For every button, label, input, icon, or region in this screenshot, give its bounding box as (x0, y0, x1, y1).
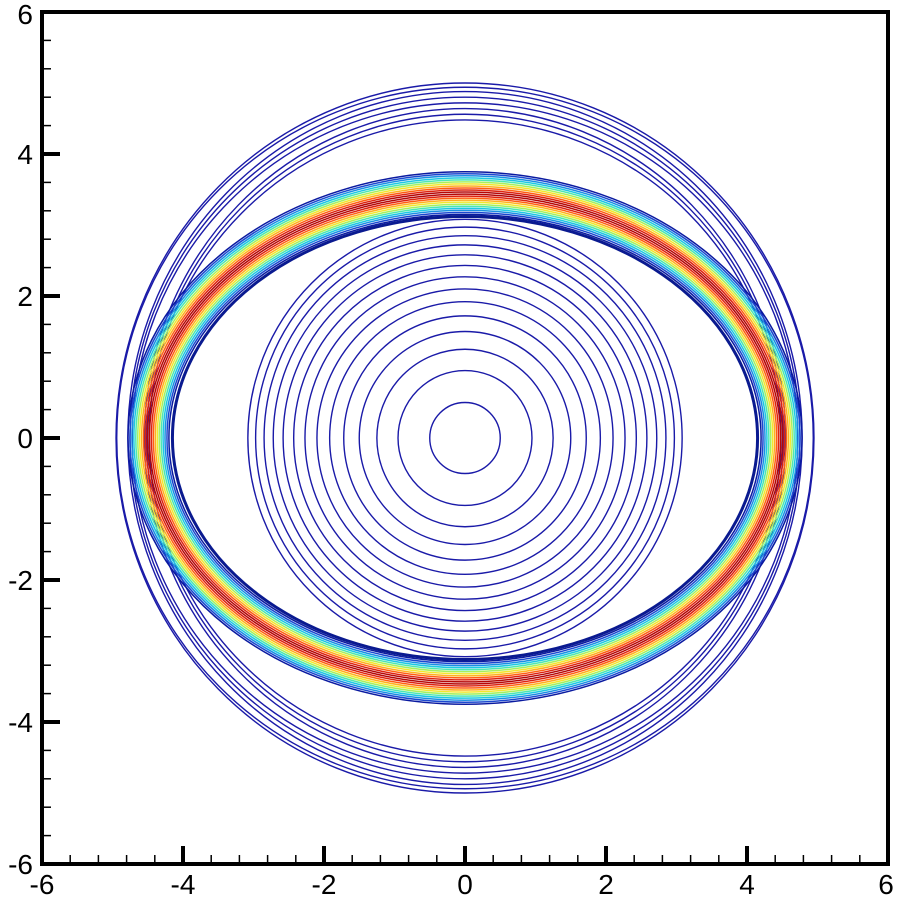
outer-contour-1 (146, 113, 784, 763)
ring-contour-14 (140, 185, 790, 691)
outer-contour-2 (143, 107, 787, 769)
interior-contour-0 (429, 401, 501, 475)
x-tick-label: 6 (878, 869, 894, 900)
interior-contour-3 (358, 330, 572, 546)
interior-contour-4 (343, 315, 587, 561)
outer-contour-3 (131, 102, 799, 774)
ring-contour-20 (129, 173, 801, 703)
interior-contour-9 (282, 254, 648, 622)
x-tick-label: 4 (739, 869, 755, 900)
x-tick-label: -4 (171, 869, 196, 900)
y-tick-label: -4 (8, 707, 33, 738)
ring-contour-9 (150, 195, 780, 681)
ring-contour-0 (168, 213, 762, 663)
ring-contour-5 (158, 203, 772, 673)
interior-contour-7 (304, 276, 626, 600)
ring-contour-18 (133, 177, 797, 699)
interior-contour-1 (397, 369, 533, 507)
ring-contour-6 (156, 201, 774, 675)
ring-contour-19 (131, 175, 799, 701)
interior-contour-5 (328, 300, 602, 576)
y-tick-label: -2 (8, 565, 33, 596)
y-tick-label: 0 (17, 423, 33, 454)
tick-labels: -6 -4 -2 0 2 4 6 -6 -4 -2 0 2 4 6 (8, 0, 894, 900)
ring-contour-8 (152, 197, 778, 679)
ring-contour-2 (164, 209, 766, 667)
interior-contour-11 (263, 234, 667, 642)
ring-contour-21 (127, 171, 803, 705)
y-tick-label: 4 (17, 139, 33, 170)
ring-contour-15 (138, 183, 792, 693)
interior-contour-8 (292, 264, 638, 612)
y-tick-label: 2 (17, 281, 33, 312)
inner-boundary-contour (170, 214, 760, 662)
interior-contour-2 (376, 348, 554, 528)
x-tick-label: 2 (598, 869, 614, 900)
contour-lines (115, 82, 815, 794)
x-tick-label: -2 (312, 869, 337, 900)
ring-contour-12 (144, 189, 786, 687)
outer-contour-7 (115, 82, 815, 794)
interior-contour-6 (316, 288, 614, 588)
axis-ticks (40, 10, 890, 866)
x-tick-label: 0 (457, 869, 473, 900)
ring-contour-10 (148, 193, 782, 683)
y-tick-label: 6 (17, 0, 33, 30)
y-tick-label: -6 (8, 849, 33, 880)
outer-contour-6 (116, 86, 814, 790)
x-tick-label: -6 (30, 869, 55, 900)
ring-contour-11 (146, 191, 784, 685)
ring-contour-17 (135, 179, 795, 697)
interior-contour-13 (247, 218, 683, 658)
ring-contour-13 (142, 187, 788, 689)
ring-contour-1 (166, 211, 764, 665)
interior-contour-10 (272, 244, 658, 632)
interior-contour-12 (254, 226, 676, 650)
ring-contour-16 (136, 181, 794, 695)
ring-contour-4 (160, 205, 770, 671)
ring-contour-3 (162, 207, 768, 669)
ring-contour-7 (154, 199, 776, 677)
